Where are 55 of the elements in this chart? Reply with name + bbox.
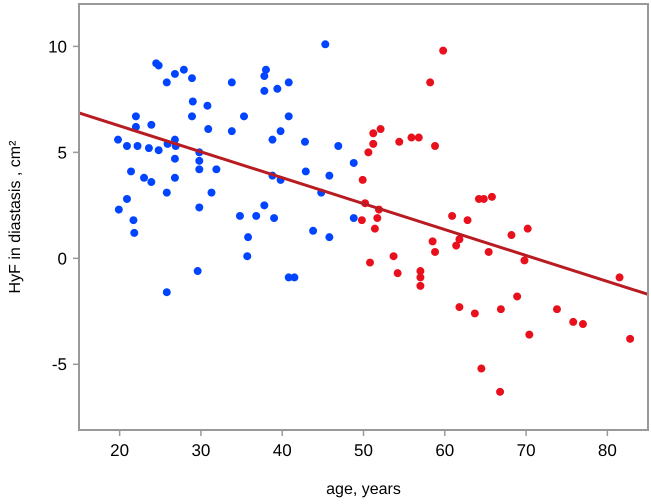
point	[569, 318, 578, 326]
y-axis-title: HyF in diastasis , cm²	[7, 140, 24, 294]
point	[455, 235, 464, 244]
y-tick-label: -5	[52, 355, 67, 374]
point	[524, 224, 532, 233]
point	[455, 303, 464, 312]
x-tick-label: 30	[191, 441, 210, 460]
x-axis-title: age, years	[326, 481, 401, 498]
point	[452, 242, 460, 250]
point	[520, 256, 528, 264]
point	[431, 142, 440, 150]
point	[488, 192, 496, 201]
point	[416, 282, 424, 290]
point	[369, 129, 378, 138]
y-tick-label: 5	[58, 143, 67, 162]
x-tick-label: 20	[110, 441, 130, 460]
point	[513, 292, 522, 300]
point	[358, 216, 366, 224]
point	[507, 231, 516, 239]
point	[416, 273, 424, 282]
point	[439, 46, 448, 55]
point	[470, 309, 479, 318]
x-tick-label: 70	[516, 441, 536, 460]
point	[426, 78, 434, 86]
y-tick-label: 0	[58, 249, 67, 268]
point	[358, 176, 367, 184]
x-tick-label: 40	[272, 441, 292, 460]
point	[370, 224, 379, 233]
point	[484, 248, 493, 256]
point	[464, 216, 472, 224]
point	[407, 134, 416, 142]
point	[496, 305, 505, 314]
point	[376, 125, 385, 134]
point	[390, 252, 398, 260]
point	[477, 364, 486, 373]
point	[366, 258, 374, 267]
y-tick-label: 10	[48, 37, 67, 56]
point	[394, 269, 402, 278]
point	[373, 214, 382, 222]
point	[616, 273, 624, 282]
point	[496, 388, 504, 396]
point	[431, 248, 440, 256]
point	[364, 148, 372, 156]
x-tick-label: 80	[598, 441, 617, 460]
point	[552, 305, 561, 314]
point	[414, 134, 423, 142]
point	[428, 237, 437, 246]
point	[369, 140, 378, 148]
x-tick-label: 50	[354, 441, 373, 460]
point	[525, 330, 534, 339]
point	[626, 334, 634, 343]
point	[395, 138, 404, 146]
point	[578, 320, 587, 328]
point	[448, 212, 456, 220]
x-tick-label: 60	[435, 441, 454, 460]
